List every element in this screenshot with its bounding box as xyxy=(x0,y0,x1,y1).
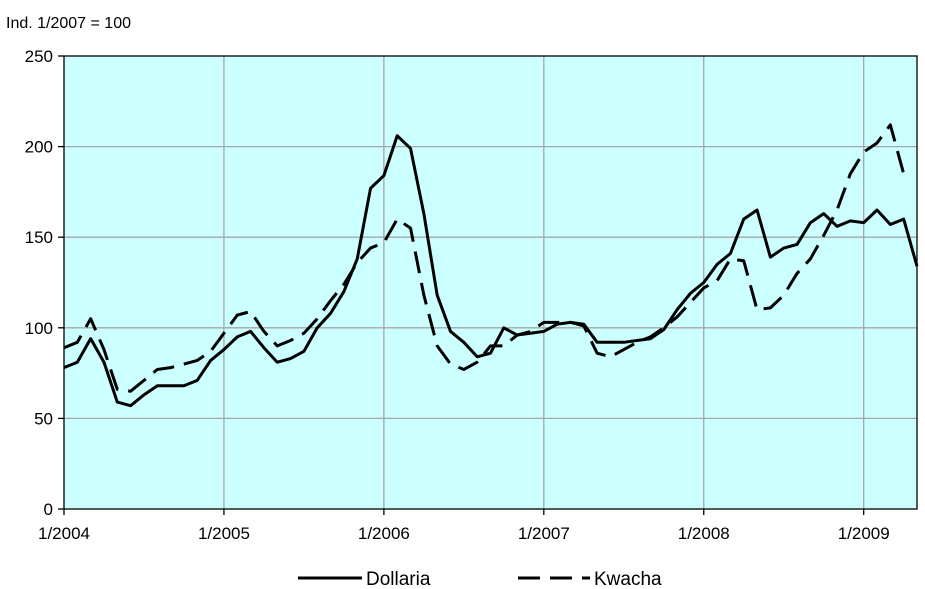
plot-border xyxy=(63,55,918,510)
x-tick-label: 1/2007 xyxy=(518,524,570,543)
y-tick-label: 0 xyxy=(44,500,53,519)
y-tick-label: 50 xyxy=(34,409,53,428)
legend: Dollaria Kwacha xyxy=(298,569,662,589)
y-tick-label: 150 xyxy=(25,228,53,247)
x-tick-label: 1/2006 xyxy=(358,524,410,543)
y-tick-label: 200 xyxy=(25,138,53,157)
y-axis-ticks: 0 50 100 150 200 250 xyxy=(25,47,64,519)
legend-label-dollaria: Dollaria xyxy=(366,569,431,589)
series-line-dollaria xyxy=(63,134,919,408)
y-tick-label: 100 xyxy=(25,319,53,338)
x-tick-label: 1/2004 xyxy=(38,524,90,543)
legend-label-kwacha: Kwacha xyxy=(594,569,662,589)
series-lines xyxy=(63,123,919,408)
x-tick-label: 1/2005 xyxy=(198,524,250,543)
x-tick-label: 1/2009 xyxy=(838,524,890,543)
y-tick-label: 250 xyxy=(25,47,53,66)
y-axis-unit-label: Ind. 1/2007 = 100 xyxy=(6,15,131,32)
plot-area xyxy=(64,56,917,509)
x-tick-label: 1/2008 xyxy=(678,524,730,543)
gridlines xyxy=(64,56,917,509)
series-line-kwacha xyxy=(63,123,906,393)
x-axis-ticks: 1/2004 1/2005 1/2006 1/2007 1/2008 1/2009 xyxy=(38,509,890,543)
